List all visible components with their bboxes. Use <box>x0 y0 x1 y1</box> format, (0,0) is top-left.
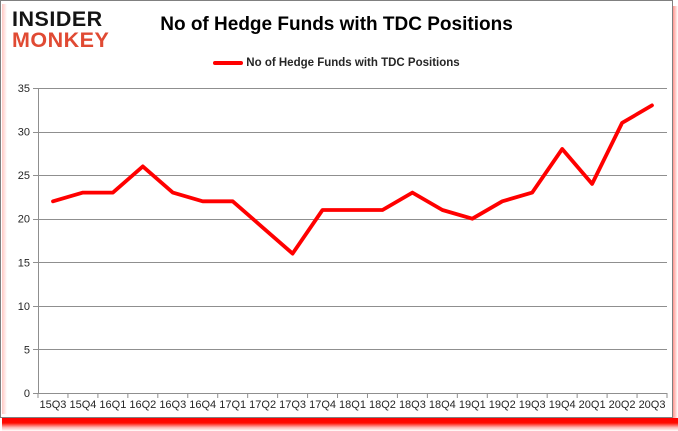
xtick-label-16Q2: 16Q2 <box>129 399 156 411</box>
ytick-label-0: 0 <box>24 388 30 400</box>
xtick-label-15Q4: 15Q4 <box>69 399 96 411</box>
ytick-label-15: 15 <box>18 257 30 269</box>
chart-card: INSIDER MONKEY No of Hedge Funds with TD… <box>0 0 673 418</box>
ytick-label-20: 20 <box>18 214 30 226</box>
xtick-label-16Q3: 16Q3 <box>159 399 186 411</box>
xtick-label-17Q4: 17Q4 <box>309 399 336 411</box>
chart-title: No of Hedge Funds with TDC Positions <box>160 14 513 35</box>
xtick-label-16Q4: 16Q4 <box>189 399 216 411</box>
legend: No of Hedge Funds with TDC Positions <box>1 57 672 69</box>
xtick-label-19Q4: 19Q4 <box>549 399 576 411</box>
data-series-line <box>51 103 654 256</box>
xtick-label-18Q4: 18Q4 <box>429 399 456 411</box>
logo-line-monkey: MONKEY <box>12 28 110 52</box>
xtick-label-17Q3: 17Q3 <box>279 399 306 411</box>
xtick-label-15Q3: 15Q3 <box>40 399 67 411</box>
ytick-label-10: 10 <box>18 301 30 313</box>
xtick-label-18Q2: 18Q2 <box>369 399 396 411</box>
xtick-label-17Q2: 17Q2 <box>249 399 276 411</box>
xtick-label-20Q2: 20Q2 <box>609 399 636 411</box>
xtick-label-20Q1: 20Q1 <box>579 399 606 411</box>
xtick-label-19Q2: 19Q2 <box>489 399 516 411</box>
red-glow-right <box>673 6 678 418</box>
insider-monkey-logo: INSIDER MONKEY <box>12 8 109 51</box>
ytick-label-35: 35 <box>18 83 30 95</box>
xtick-label-16Q1: 16Q1 <box>99 399 126 411</box>
ytick-label-5: 5 <box>24 344 30 356</box>
xtick-label-20Q3: 20Q3 <box>639 399 666 411</box>
xtick-label-19Q1: 19Q1 <box>459 399 486 411</box>
red-glow-bottom <box>2 418 678 431</box>
xtick-label-18Q3: 18Q3 <box>399 399 426 411</box>
xtick-label-18Q1: 18Q1 <box>339 399 366 411</box>
xtick-label-19Q3: 19Q3 <box>519 399 546 411</box>
ytick-label-30: 30 <box>18 127 30 139</box>
legend-line-swatch <box>213 61 244 65</box>
ytick-label-25: 25 <box>18 170 30 182</box>
logo-line-insider: INSIDER <box>12 7 103 31</box>
xtick-label-17Q1: 17Q1 <box>219 399 246 411</box>
legend-series-label: No of Hedge Funds with TDC Positions <box>246 57 460 69</box>
